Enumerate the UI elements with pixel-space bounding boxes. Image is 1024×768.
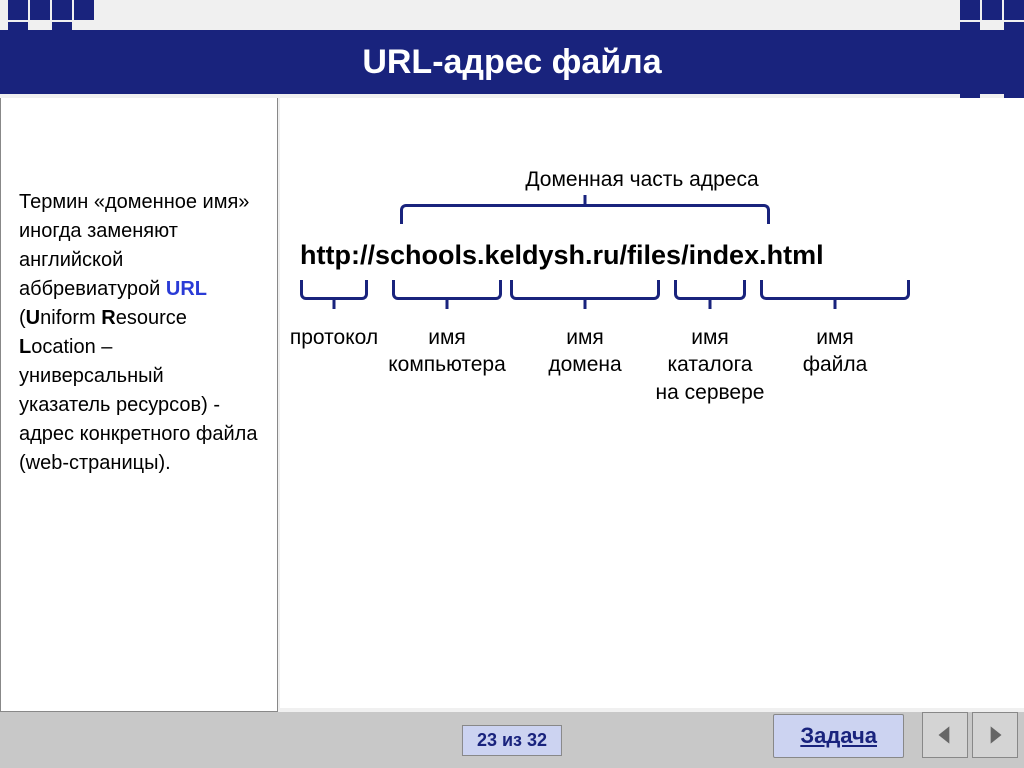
prev-button[interactable] [922,712,968,758]
task-button[interactable]: Задача [773,714,904,758]
sidebar-r-rest: esource [116,307,187,329]
url-part-bracket [300,280,368,300]
chevron-left-icon [932,722,958,748]
decor-square [960,0,980,20]
slide-title: URL-адрес файла [0,30,1024,94]
decor-square [30,0,50,20]
main-content: Доменная часть адреса http://schools.kel… [280,98,1024,708]
sidebar-bold-u: U [26,307,40,329]
decor-square [982,0,1002,20]
url-part-bracket [674,280,746,300]
decor-square [52,0,72,20]
chevron-right-icon [982,722,1008,748]
page-counter: 23 из 32 [462,725,562,756]
url-part-bracket [392,280,502,300]
decor-square [8,0,28,20]
decor-square [74,0,94,20]
domain-part-label: Доменная часть адреса [460,168,824,192]
url-part-bracket [760,280,910,300]
decor-square [1004,0,1024,20]
url-part-bracket [510,280,660,300]
sidebar-definition: Термин «доменное имя» иногда заменяют ан… [0,98,278,712]
url-string: http://schools.keldysh.ru/files/index.ht… [300,240,1004,271]
bottom-brackets-row [300,280,1004,306]
top-bracket [400,204,770,224]
sidebar-bold-r: R [101,307,115,329]
next-button[interactable] [972,712,1018,758]
sidebar-text-prefix: Термин «доменное имя» иногда заменяют ан… [19,191,249,300]
sidebar-bold-l: L [19,336,31,358]
nav-buttons [922,712,1018,758]
sidebar-text-open-paren: ( [19,307,26,329]
sidebar-abbr-url: URL [166,278,207,300]
sidebar-u-rest: niform [40,307,101,329]
url-part-label: имяфайла [730,324,940,379]
sidebar-l-rest: ocation – универсальный указатель ресурс… [19,336,257,474]
